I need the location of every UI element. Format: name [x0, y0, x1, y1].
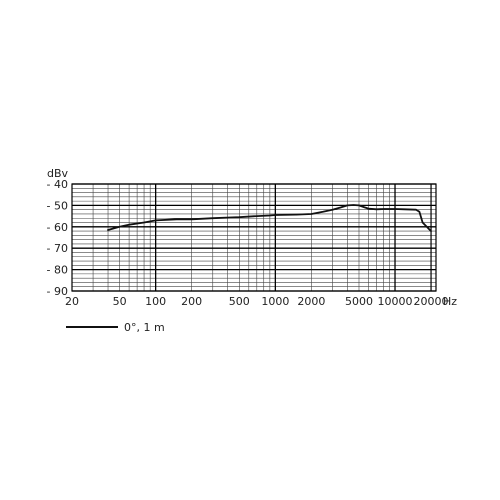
minor-gridlines: [71, 184, 436, 291]
x-tick-label: 20: [65, 295, 79, 308]
x-tick-label: 100: [145, 295, 166, 308]
x-tick-label: 10000: [378, 295, 413, 308]
y-tick-label: - 40: [47, 178, 68, 191]
y-tick-label: - 90: [47, 285, 68, 298]
x-tick-label: 5000: [345, 295, 373, 308]
y-tick-labels: - 40 - 50 - 60 - 70 - 80 - 90: [47, 178, 68, 298]
series-lines: [107, 204, 432, 233]
x-tick-label: 200: [181, 295, 202, 308]
y-axis-label: dBv: [47, 167, 69, 180]
y-tick-label: - 70: [47, 242, 68, 255]
major-gridlines: [72, 183, 436, 292]
x-tick-label: 50: [113, 295, 127, 308]
y-tick-label: - 60: [47, 221, 68, 234]
x-tick-label: 20000: [414, 295, 449, 308]
x-tick-label: 1000: [261, 295, 289, 308]
x-tick-labels: 20 50 100 200 500 1000 2000 5000 10000 20000: [65, 295, 449, 308]
x-tick-label: 2000: [297, 295, 325, 308]
x-tick-label: 500: [229, 295, 250, 308]
x-axis-unit: Hz: [443, 295, 457, 308]
series-line-0: [107, 204, 432, 233]
y-tick-label: - 50: [47, 199, 68, 212]
y-tick-label: - 80: [47, 264, 68, 277]
legend: 0°, 1 m: [66, 321, 165, 334]
legend-label-0: 0°, 1 m: [124, 321, 165, 334]
plot-frame: [71, 183, 437, 292]
